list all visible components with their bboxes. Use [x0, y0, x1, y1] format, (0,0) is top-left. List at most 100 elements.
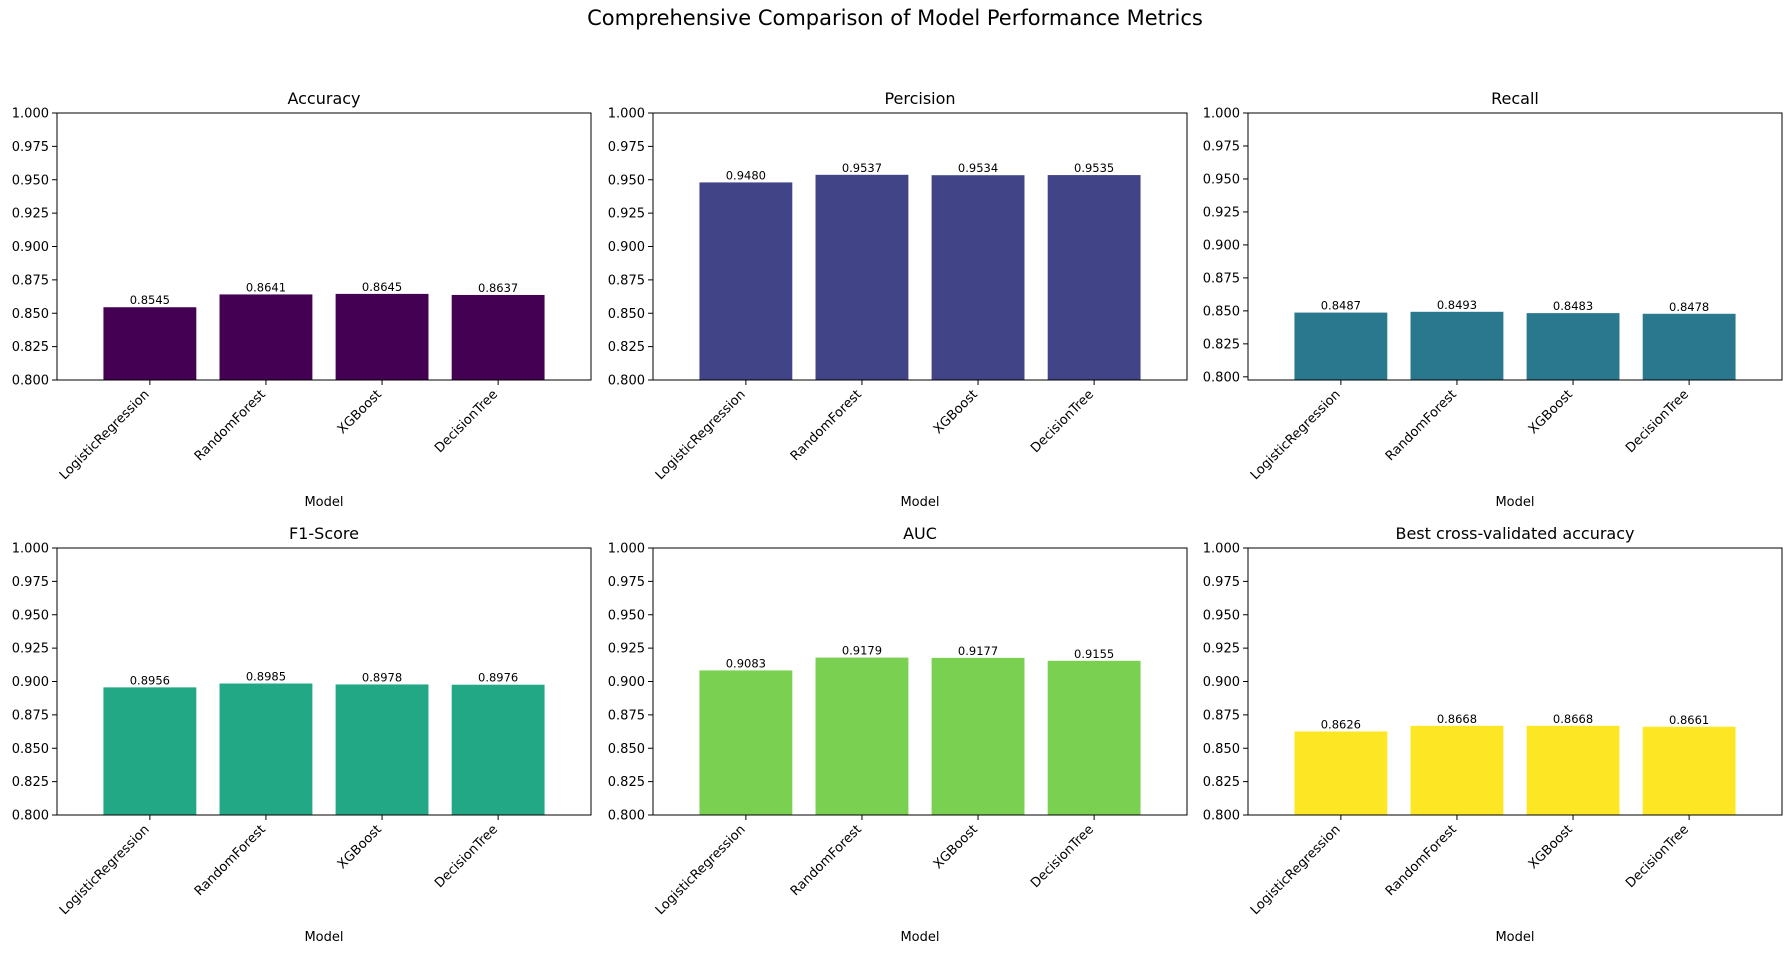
axes-frame	[56, 547, 592, 816]
y-tick-label: 0.825	[12, 340, 49, 355]
y-tick-label: 0.900	[1203, 675, 1240, 690]
bar	[451, 294, 545, 380]
panel-title: Percision	[884, 89, 955, 108]
panel-title: AUC	[903, 524, 937, 543]
y-tick-label: 0.825	[608, 340, 645, 355]
axes-frame	[56, 112, 592, 381]
bar	[815, 174, 909, 380]
bar	[1526, 313, 1620, 380]
y-tick-label: 0.875	[12, 273, 49, 288]
bar	[335, 293, 429, 380]
y-tick-label: 0.850	[1203, 742, 1240, 757]
axes-frame	[1247, 547, 1783, 816]
bar	[1410, 311, 1504, 380]
y-tick-label: 0.975	[608, 575, 645, 590]
y-tick-label: 0.925	[12, 207, 49, 222]
axes-frame	[1247, 112, 1783, 381]
bar-value-label: 0.9535	[1074, 161, 1114, 175]
bar-value-label: 0.8483	[1553, 299, 1593, 313]
y-tick-label: 0.900	[1203, 238, 1240, 253]
bar	[699, 670, 793, 815]
bar	[1410, 725, 1504, 815]
y-tick-label: 0.875	[1203, 708, 1240, 723]
y-tick-label: 0.875	[608, 273, 645, 288]
bar	[1047, 660, 1141, 815]
bar	[1526, 725, 1620, 815]
y-tick-label: 0.850	[12, 307, 49, 322]
bar-value-label: 0.9537	[842, 161, 882, 175]
panel-title: Best cross-validated accuracy	[1395, 524, 1634, 543]
bar-value-label: 0.8978	[362, 670, 402, 684]
y-tick-label: 0.825	[1203, 337, 1240, 352]
y-tick-label: 0.875	[1203, 271, 1240, 286]
y-tick-label: 0.900	[608, 675, 645, 690]
y-tick-label: 1.000	[1203, 107, 1240, 122]
y-tick-label: 0.950	[12, 173, 49, 188]
y-tick-label: 1.000	[12, 542, 49, 557]
y-tick-label: 0.975	[12, 140, 49, 155]
bar-value-label: 0.9177	[958, 644, 998, 658]
y-tick-label: 0.975	[1203, 575, 1240, 590]
bar	[1294, 312, 1388, 380]
x-axis-label: Model	[900, 930, 939, 945]
y-tick-label: 0.875	[608, 708, 645, 723]
y-tick-label: 0.900	[12, 240, 49, 255]
bar	[815, 657, 909, 815]
y-tick-label: 0.925	[1203, 205, 1240, 220]
y-tick-label: 1.000	[608, 107, 645, 122]
bar	[931, 657, 1025, 815]
y-tick-label: 0.925	[608, 207, 645, 222]
y-tick-label: 0.875	[12, 708, 49, 723]
panel-title: F1-Score	[289, 524, 359, 543]
axes-frame	[652, 547, 1188, 816]
bar	[1047, 175, 1141, 380]
y-tick-label: 1.000	[608, 542, 645, 557]
bar-value-label: 0.9179	[842, 644, 882, 658]
y-tick-label: 0.900	[12, 675, 49, 690]
bar-value-label: 0.9083	[726, 656, 766, 670]
bar-value-label: 0.8668	[1553, 712, 1593, 726]
figure-title: Comprehensive Comparison of Model Perfor…	[587, 6, 1203, 30]
bar-value-label: 0.8956	[130, 673, 170, 687]
bar	[335, 684, 429, 815]
y-tick-label: 0.825	[12, 775, 49, 790]
bar-value-label: 0.8637	[478, 281, 518, 295]
y-tick-label: 0.825	[608, 775, 645, 790]
x-axis-label: Model	[1495, 495, 1534, 510]
y-tick-label: 0.850	[608, 307, 645, 322]
bar	[219, 683, 313, 815]
y-tick-label: 0.975	[1203, 139, 1240, 154]
axes-frame	[652, 112, 1188, 381]
y-tick-label: 0.850	[1203, 304, 1240, 319]
y-tick-label: 0.800	[12, 374, 49, 389]
bar-value-label: 0.9155	[1074, 647, 1114, 661]
bar-value-label: 0.8661	[1669, 713, 1709, 727]
bar	[103, 307, 197, 380]
x-axis-label: Model	[304, 495, 343, 510]
y-tick-label: 0.850	[608, 742, 645, 757]
y-tick-label: 0.950	[1203, 608, 1240, 623]
bar-value-label: 0.9534	[958, 161, 998, 175]
y-tick-label: 0.950	[1203, 172, 1240, 187]
bar	[1642, 313, 1736, 380]
x-axis-label: Model	[304, 930, 343, 945]
bar	[699, 182, 793, 380]
y-tick-label: 0.925	[1203, 642, 1240, 657]
y-tick-label: 0.800	[12, 809, 49, 824]
y-tick-label: 0.800	[608, 809, 645, 824]
x-axis-label: Model	[900, 495, 939, 510]
y-tick-label: 0.975	[608, 140, 645, 155]
y-tick-label: 0.800	[1203, 370, 1240, 385]
bar	[931, 175, 1025, 380]
y-tick-label: 0.800	[608, 374, 645, 389]
bar-value-label: 0.8545	[130, 293, 170, 307]
panel-title: Accuracy	[287, 89, 360, 108]
x-axis-label: Model	[1495, 930, 1534, 945]
y-tick-label: 0.825	[1203, 775, 1240, 790]
bar-value-label: 0.8626	[1321, 717, 1361, 731]
y-tick-label: 1.000	[1203, 542, 1240, 557]
y-tick-label: 0.900	[608, 240, 645, 255]
y-tick-label: 1.000	[12, 107, 49, 122]
bar-value-label: 0.8641	[246, 280, 286, 294]
